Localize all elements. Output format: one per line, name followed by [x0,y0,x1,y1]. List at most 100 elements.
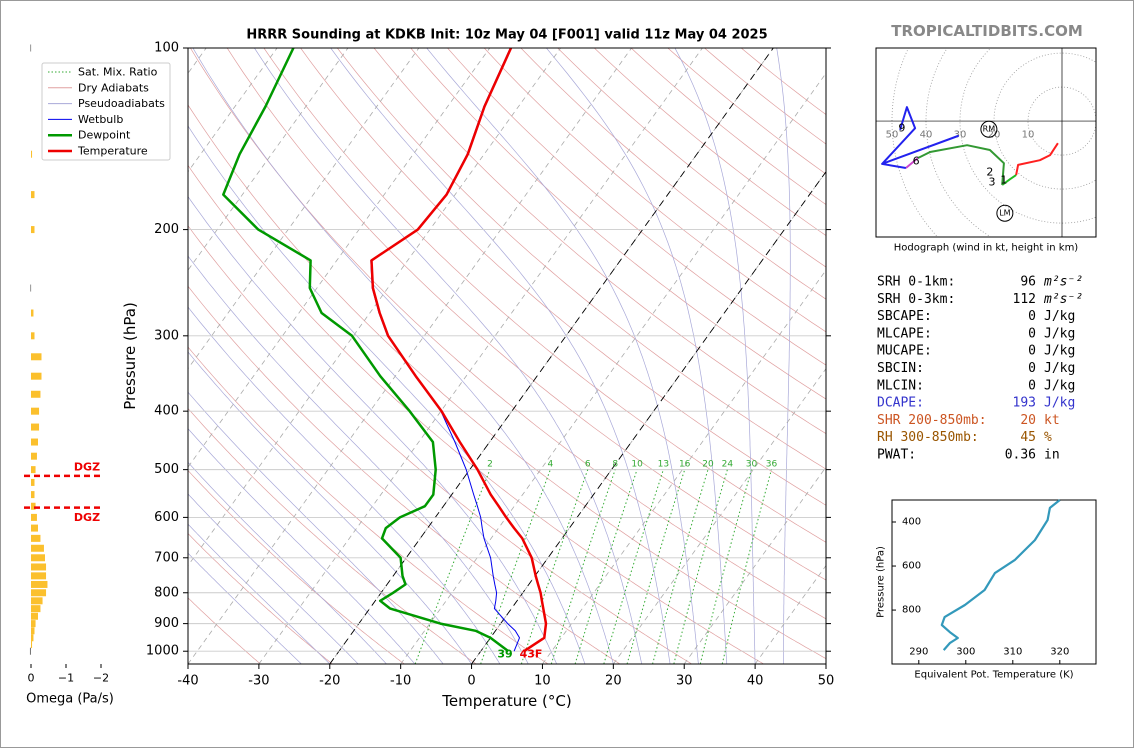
thetae-line [940,499,1061,651]
index-value: 20 [1020,413,1036,428]
omega-bar [31,534,41,542]
pseudoadiabat [192,48,614,664]
omega-bar [31,372,42,380]
omega-bar [31,513,37,521]
index-value: 96 [1020,275,1036,290]
dry-adiabat [447,48,826,366]
mixing-ratio-label: 24 [722,460,734,470]
highlight-isotherm [329,48,774,664]
dgz-label: DGZ [74,460,100,473]
omega-bar [31,554,45,562]
x-tick-label: −2 [93,672,109,685]
hodo-ring-label: 10 [1022,130,1035,141]
mixing-ratio-line [480,469,551,664]
omega-bar [31,353,42,361]
index-unit: m²s⁻² [1043,292,1083,307]
pseudoadiabat [188,391,444,664]
y-tick-label: 500 [154,462,179,477]
mixing-ratio-label: 2 [487,460,493,470]
y-tick-label: 100 [154,41,179,56]
index-unit: m²s⁻² [1043,275,1083,290]
chart-title: HRRR Sounding at KDKB Init: 10z May 04 [… [246,28,767,43]
hodo-ring-label: 40 [920,130,933,141]
pseudoadiabat [188,428,416,664]
omega-bar [30,284,32,292]
y-tick-label: 600 [902,561,921,572]
omega-bar [31,627,35,635]
isotherm [188,48,420,370]
omega-bar [31,191,35,199]
x-tick-label: 320 [1050,647,1069,658]
omega-bar [31,502,36,510]
plot-frame [187,47,827,665]
index-unit: J/kg [1044,378,1075,393]
index-unit: J/kg [1044,344,1075,359]
dry-adiabat [188,164,764,664]
index-label: SBCAPE: [877,309,932,324]
legend-label: Dewpoint [78,129,131,142]
dry-adiabat [188,225,692,664]
hodograph-caption: Hodograph (wind in kt, height in km) [894,243,1079,254]
y-tick-label: 900 [154,616,179,631]
omega-bar [31,309,34,317]
y-tick-label: 600 [154,510,179,525]
index-label: PWAT: [877,448,916,463]
index-value: 0 [1028,378,1036,393]
site-name: TROPICALTIDBITS.COM [891,22,1083,40]
x-tick-label: 0 [467,674,475,689]
thetae-frame [891,499,1097,665]
index-value: 0 [1028,344,1036,359]
index-value: 0.36 [1005,448,1036,463]
y-tick-label: 300 [154,328,179,343]
index-label: MLCIN: [877,378,924,393]
omega-bar [30,44,32,52]
index-value: 45 [1020,430,1036,445]
pseudoadiabat [188,306,501,664]
omega-bar [31,544,44,552]
x-tick-label: 30 [676,674,693,689]
omega-bar [31,226,35,234]
x-tick-label: 40 [747,674,764,689]
pseudoadiabat [188,552,302,664]
hodo-trace [905,157,919,169]
pseudoadiabat [188,461,387,664]
index-value: 193 [1013,396,1036,411]
hodo-trace [917,144,1005,186]
isotherm [188,48,278,173]
omega-bar [31,634,34,642]
mixing-ratio-line [652,469,709,664]
index-value: 112 [1013,292,1036,307]
pseudoadiabat [188,125,586,664]
omega-bar [31,612,38,620]
storm-motion [980,120,998,138]
dry-adiabat [188,285,621,664]
legend-label: Dry Adiabats [78,81,149,94]
hodo-frame [875,47,1097,238]
dry-adiabat [190,48,826,620]
index-unit: J/kg [1044,361,1075,376]
legend-label: Wetbulb [78,113,123,126]
mixing-ratio-label: 20 [702,460,714,470]
surface-label: 43F [520,648,543,661]
index-label: SRH 0-3km: [877,292,955,307]
hodo-height-label: 1 [1000,174,1007,187]
index-unit: in [1044,448,1060,463]
index-label: MLCAPE: [877,326,932,341]
omega-bar [31,641,33,649]
index-unit: J/kg [1044,309,1075,324]
dry-adiabat [226,48,826,581]
isotherm-grid [400,72,826,664]
omega-bar [31,150,33,158]
highlight-isotherm [471,170,826,664]
omega-bar [31,589,47,597]
omega-bar [31,524,38,532]
y-tick-label: 1000 [146,644,179,659]
legend-box [41,62,171,161]
x-tick-label: 300 [956,647,975,658]
hodo-height-label: 6 [913,155,920,168]
legend-label: Sat. Mix. Ratio [78,66,158,79]
pseudoadiabat [674,48,756,664]
skewt-plot: 2 4 6 8 10 13 16 20 24 30 36 [188,48,826,664]
